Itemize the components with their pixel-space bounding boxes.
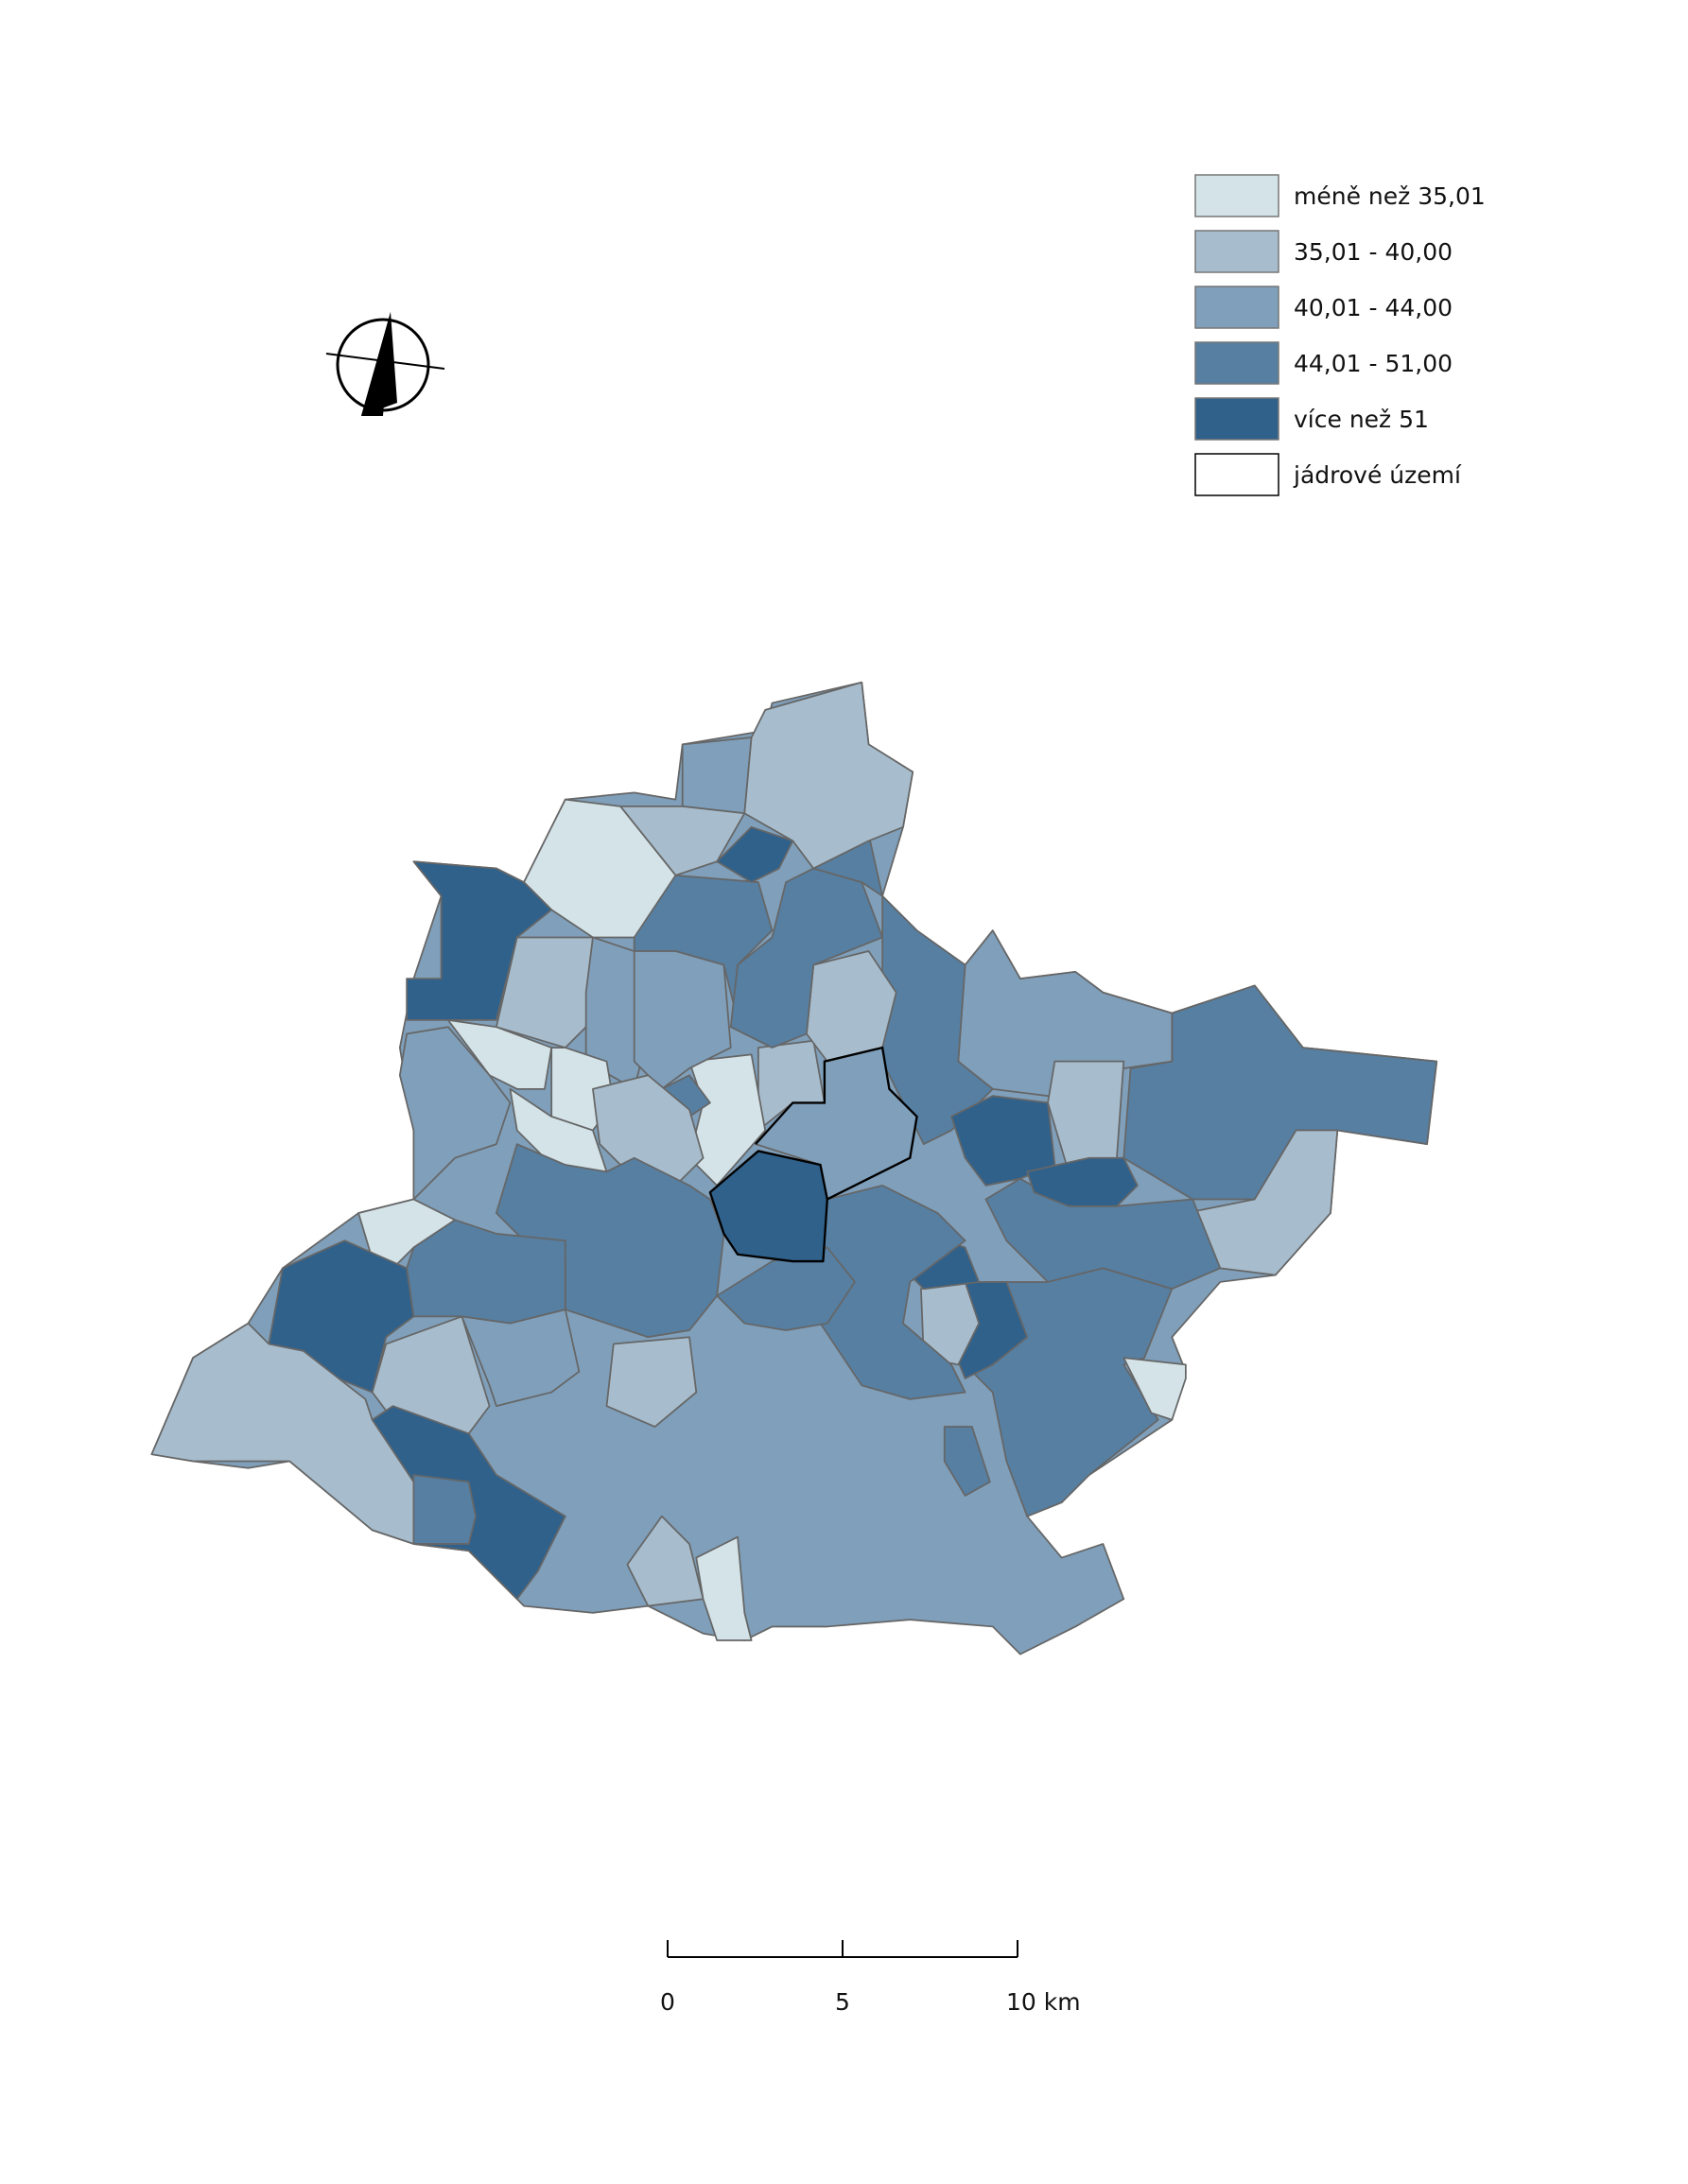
municipality bbox=[592, 1074, 705, 1187]
scale-label: 0 bbox=[660, 1988, 675, 2016]
municipality bbox=[523, 798, 677, 939]
municipality bbox=[412, 1474, 477, 1545]
legend-label: 40,01 - 44,00 bbox=[1294, 294, 1453, 321]
municipality bbox=[605, 1336, 698, 1428]
municipality bbox=[633, 950, 732, 1090]
legend-label: 44,01 - 51,00 bbox=[1294, 350, 1453, 377]
legend: méně než 35,01 35,01 - 40,00 40,01 - 44,00… bbox=[1194, 174, 1486, 496]
municipality bbox=[496, 936, 594, 1049]
legend-label: jádrové území bbox=[1293, 461, 1462, 489]
legend-swatch bbox=[1194, 174, 1279, 217]
legend-label: 35,01 - 40,00 bbox=[1294, 238, 1453, 266]
core-outline bbox=[755, 1046, 918, 1201]
legend-label: více než 51 bbox=[1294, 406, 1429, 433]
municipality bbox=[406, 860, 553, 1021]
municipality bbox=[681, 737, 753, 815]
municipality bbox=[398, 1026, 512, 1201]
municipality bbox=[708, 1150, 828, 1263]
legend-swatch bbox=[1194, 453, 1279, 496]
legend-label: méně než 35,01 bbox=[1294, 182, 1486, 210]
legend-swatch bbox=[1194, 341, 1279, 385]
map bbox=[150, 681, 1438, 1655]
municipality bbox=[461, 1309, 581, 1408]
scale-bar: 0 5 10 km bbox=[660, 1940, 1081, 2016]
municipality bbox=[1185, 1129, 1339, 1276]
municipality bbox=[716, 825, 794, 883]
municipality bbox=[695, 1535, 753, 1641]
scale-label: 10 km bbox=[1006, 1988, 1081, 2016]
north-arrow bbox=[325, 312, 445, 416]
legend-swatch bbox=[1194, 397, 1279, 441]
municipality bbox=[743, 681, 914, 870]
legend-swatch bbox=[1194, 286, 1279, 329]
legend-swatch bbox=[1194, 230, 1279, 273]
municipality bbox=[1026, 1156, 1139, 1207]
scale-label: 5 bbox=[835, 1988, 850, 2016]
municipality bbox=[1122, 1357, 1187, 1421]
municipality bbox=[943, 1426, 991, 1497]
municipality bbox=[626, 1515, 705, 1607]
